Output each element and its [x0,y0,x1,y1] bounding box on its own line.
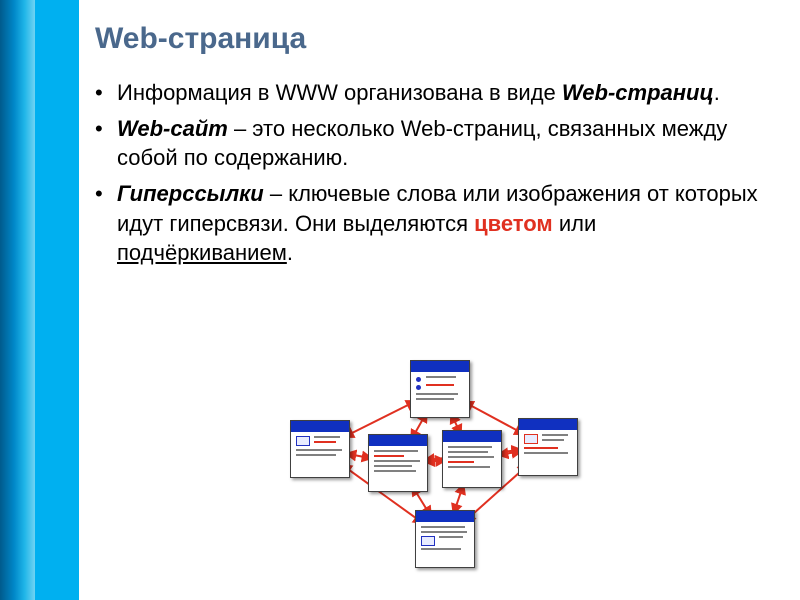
network-diagram [290,360,610,580]
text-segment: . [287,240,293,265]
page-title: Web-страница [95,22,775,56]
diagram-node [410,360,470,418]
diagram-node [290,420,350,478]
text-segment: или [553,211,597,236]
diagram-node [415,510,475,568]
text-segment: подчёркиванием [117,240,287,265]
text-segment: Гиперссылки [117,181,264,206]
diagram-node [368,434,428,492]
diagram-node [442,430,502,488]
diagram-edge [343,401,416,438]
bullet-list: Информация в WWW организована в виде Web… [95,78,775,268]
text-segment: Web-сайт [117,116,228,141]
text-segment: Информация в WWW организована в виде [117,80,562,105]
sidebar-gradient [0,0,35,600]
text-segment: цветом [474,211,553,236]
sidebar-solid [35,0,79,600]
slide-content: Web-страница Информация в WWW организова… [95,22,775,274]
bullet-0: Информация в WWW организована в виде Web… [95,78,775,108]
diagram-node [518,418,578,476]
text-segment: . [714,80,720,105]
bullet-2: Гиперссылки – ключевые слова или изображ… [95,179,775,268]
text-segment: Web-страниц [562,80,714,105]
bullet-1: Web-сайт – это несколько Web-страниц, св… [95,114,775,173]
